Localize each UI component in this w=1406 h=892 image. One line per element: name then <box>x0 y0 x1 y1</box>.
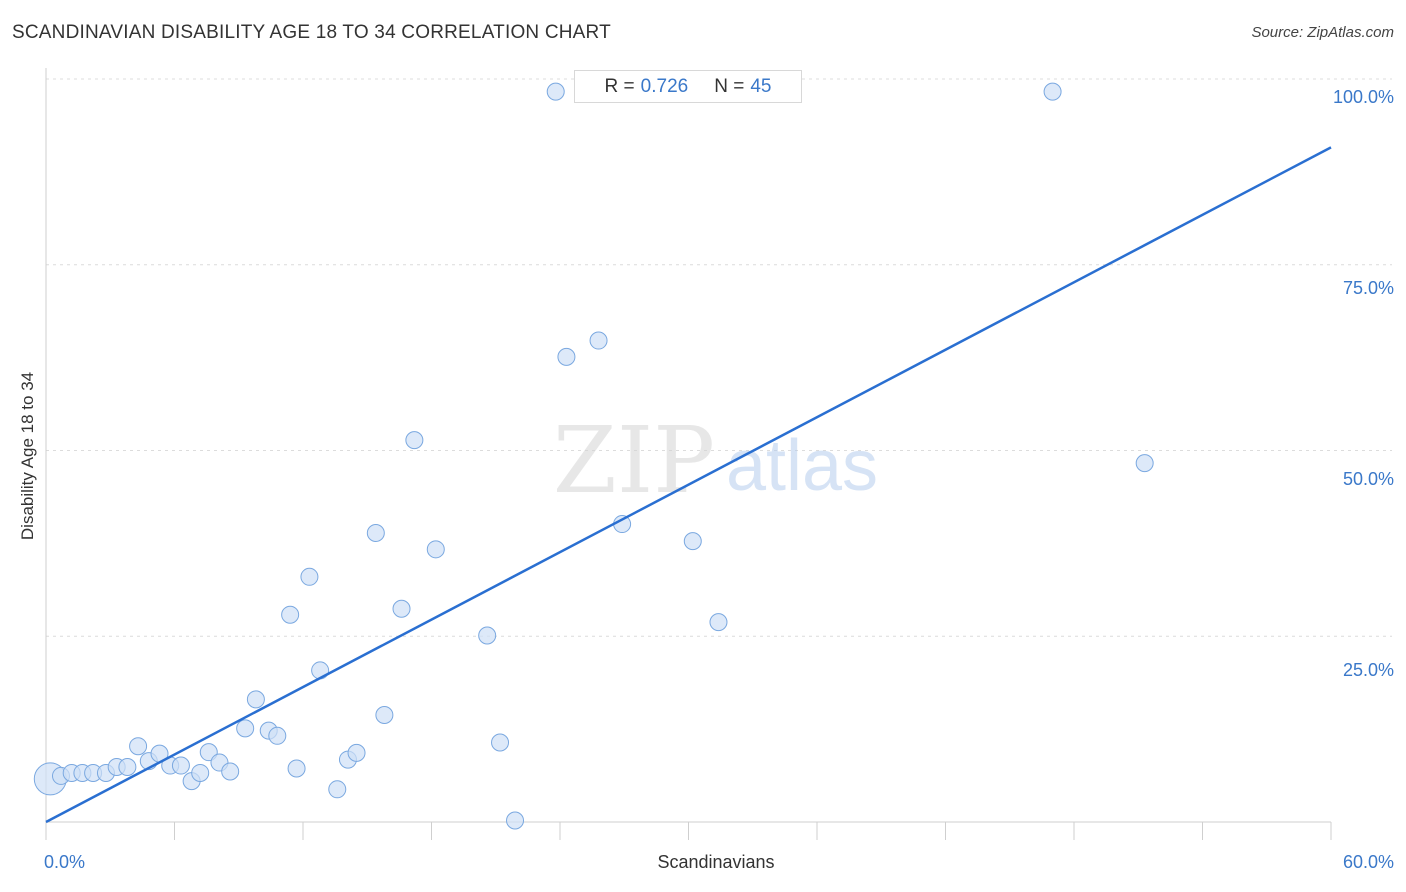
data-point-44 <box>1135 454 1154 473</box>
trend-line <box>45 146 1332 824</box>
y-tick-label-100: 100.0% <box>1332 87 1394 107</box>
correlation-stats-box: R = 0.726 N = 45 <box>574 70 802 103</box>
source-label: Source: ZipAtlas.com <box>1251 24 1394 41</box>
axes <box>45 68 1332 840</box>
data-point-26 <box>328 780 347 799</box>
watermark-atlas: atlas <box>726 426 878 506</box>
data-point-19 <box>246 690 265 709</box>
data-point-34 <box>478 626 497 645</box>
x-tick-label-max: 60.0% <box>1342 852 1394 872</box>
data-point-38 <box>557 347 576 366</box>
r-label: R = <box>604 75 635 97</box>
y-tick-label-75: 75.0% <box>1342 278 1394 298</box>
data-point-32 <box>405 431 424 450</box>
data-point-14 <box>191 763 210 782</box>
watermark: ZIP atlas <box>553 407 878 514</box>
data-point-12 <box>171 756 190 775</box>
data-point-36 <box>506 811 525 830</box>
n-value: 45 <box>750 75 772 97</box>
x-axis-title: Scandinavians <box>657 852 775 872</box>
y-axis-title: Disability Age 18 to 34 <box>18 371 37 541</box>
y-tick-label-25: 25.0% <box>1342 660 1394 680</box>
data-point-31 <box>392 599 411 618</box>
data-point-7 <box>118 758 137 777</box>
data-point-37 <box>546 82 565 101</box>
trendline <box>45 146 1332 824</box>
data-point-35 <box>491 733 510 752</box>
n-label: N = <box>714 75 745 97</box>
chart-title: SCANDINAVIAN DISABILITY AGE 18 TO 34 COR… <box>12 22 611 43</box>
data-point-33 <box>426 540 445 559</box>
data-point-24 <box>300 567 319 586</box>
data-point-22 <box>281 605 300 624</box>
data-point-29 <box>366 523 385 542</box>
data-point-42 <box>709 613 728 632</box>
data-point-18 <box>236 719 255 738</box>
data-point-21 <box>268 726 287 745</box>
data-point-30 <box>375 706 394 725</box>
data-point-43 <box>1043 82 1062 101</box>
data-point-8 <box>129 737 148 756</box>
data-point-23 <box>287 759 306 778</box>
data-point-25 <box>311 661 330 680</box>
gridlines <box>46 78 1392 637</box>
y-tick-label-50: 50.0% <box>1342 469 1394 489</box>
data-point-39 <box>589 331 608 350</box>
data-point-28 <box>347 743 366 762</box>
data-point-17 <box>221 762 240 781</box>
data-point-41 <box>683 532 702 551</box>
x-tick-label-min: 0.0% <box>44 852 86 872</box>
r-value: 0.726 <box>640 75 689 97</box>
data-points <box>33 82 1154 830</box>
watermark-zip: ZIP <box>553 407 715 514</box>
